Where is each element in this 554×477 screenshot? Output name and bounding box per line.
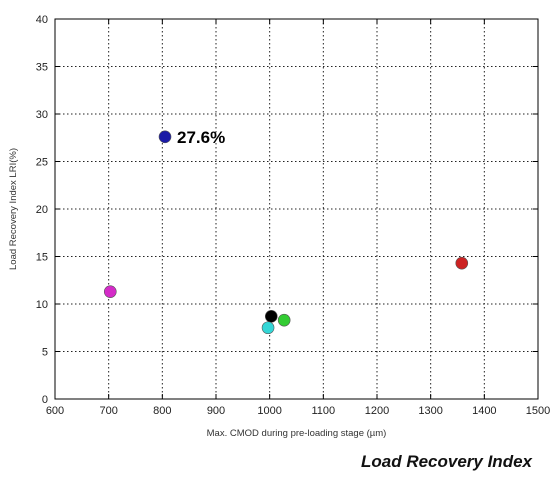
data-point: [277, 313, 291, 327]
x-tick-labels: 600 700 800 900 1000 1100 1200 1300 1400 1500: [46, 405, 550, 417]
y-tick-label: 5: [42, 347, 48, 359]
data-point: [455, 256, 469, 270]
data-point: [264, 310, 278, 323]
y-tick-label: 0: [42, 394, 48, 406]
tick-marks: [54, 18, 539, 400]
x-tick-label: 900: [207, 405, 225, 417]
x-tick-label: 700: [99, 405, 117, 417]
x-tick-label: 1000: [257, 405, 281, 417]
data-point: [261, 321, 275, 335]
x-tick-label: 600: [46, 405, 64, 417]
x-tick-label: 1500: [526, 405, 550, 417]
x-tick-label: 1100: [312, 405, 336, 417]
annotation-label: 27.6%: [177, 128, 225, 147]
x-tick-label: 1300: [418, 405, 442, 417]
y-tick-label: 40: [36, 14, 48, 26]
x-tick-label: 1200: [365, 405, 389, 417]
y-tick-label: 20: [36, 204, 48, 216]
y-tick-label: 25: [36, 157, 48, 169]
figure-caption: Load Recovery Index: [360, 452, 532, 471]
data-point: [103, 285, 117, 298]
grid-lines: [55, 19, 538, 399]
annotations: 27.6%: [177, 128, 225, 147]
x-tick-label: 800: [153, 405, 171, 417]
y-tick-label: 10: [36, 299, 48, 311]
y-tick-label: 15: [36, 252, 48, 264]
data-points: [103, 130, 469, 335]
y-tick-labels: 0 5 10 15 20 25 30 35 40: [36, 14, 48, 406]
x-axis-label: Max. CMOD during pre-loading stage (µm): [207, 428, 387, 439]
data-point: [158, 130, 172, 144]
y-axis-label: Load Recovery Index LRI(%): [8, 148, 19, 270]
x-tick-label: 1400: [472, 405, 496, 417]
y-tick-label: 35: [36, 62, 48, 74]
y-tick-label: 30: [36, 109, 48, 121]
